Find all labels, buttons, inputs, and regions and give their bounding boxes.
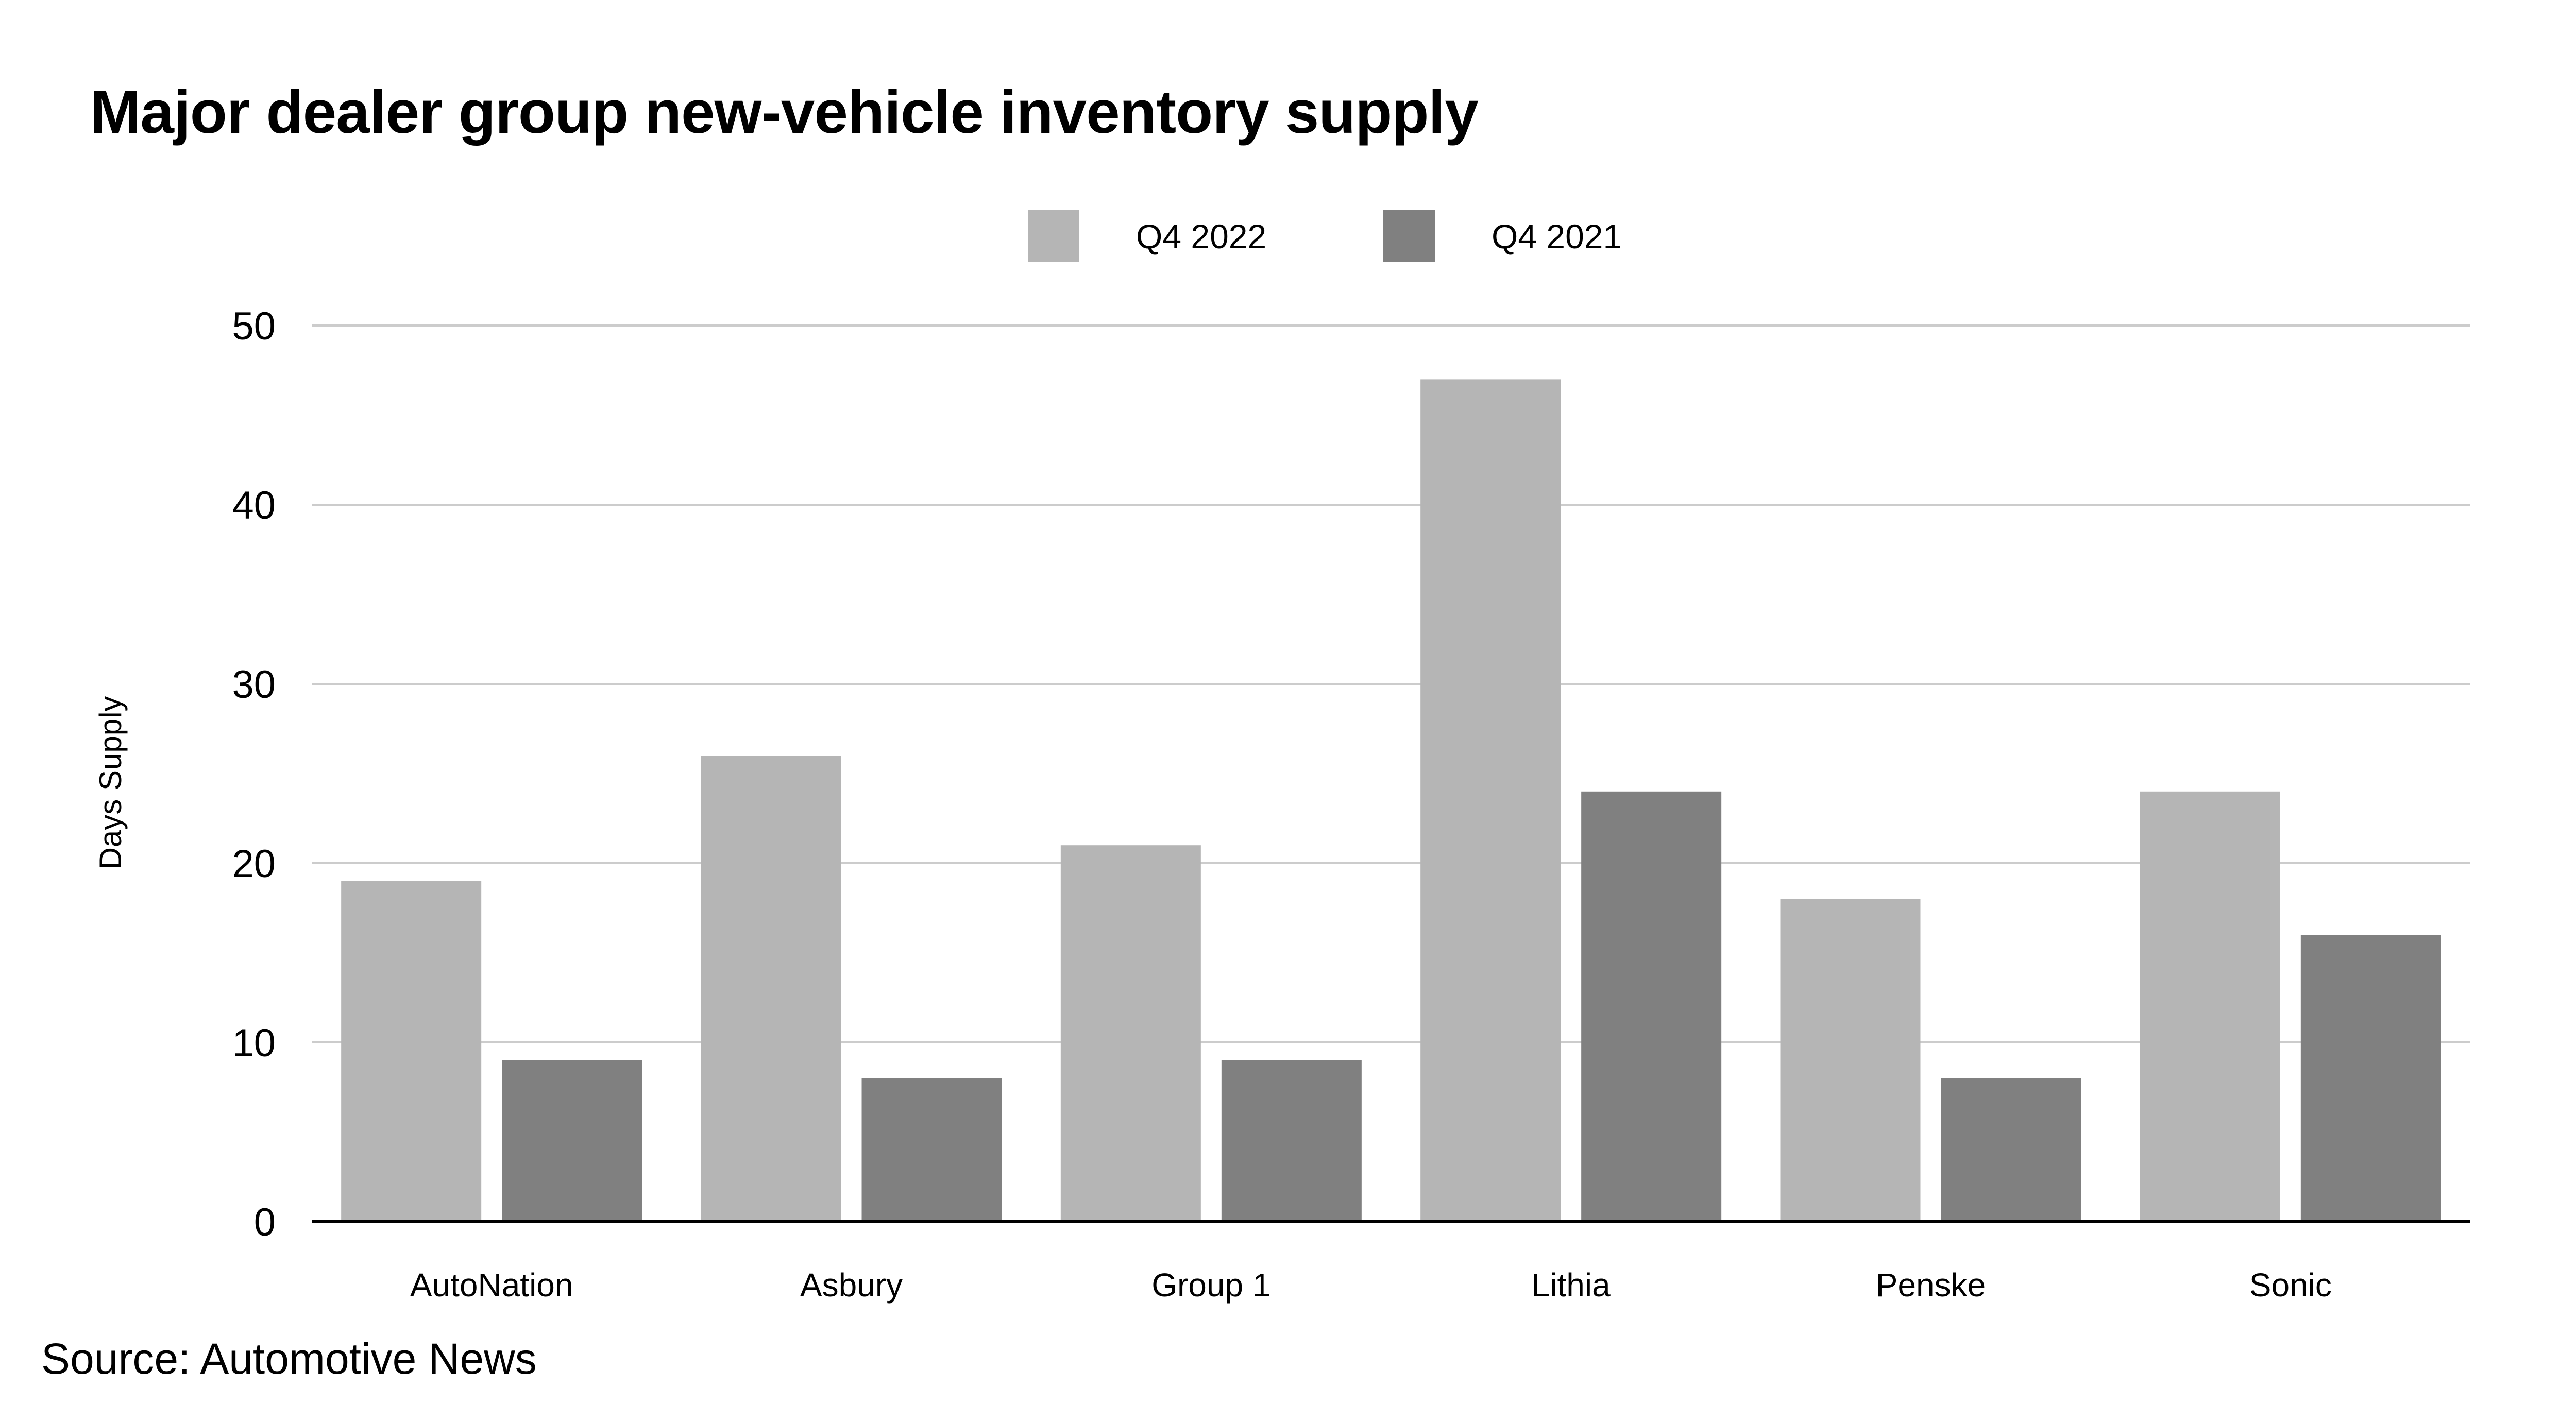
x-axis-categories: AutoNation Asbury Group 1 Lithia Penske Sonic xyxy=(410,1266,2332,1304)
bar xyxy=(701,756,841,1222)
y-tick-label: 30 xyxy=(232,663,276,707)
bar xyxy=(1221,1060,1362,1222)
bar xyxy=(341,881,482,1222)
y-tick-label: 50 xyxy=(232,304,276,348)
x-category-label: Sonic xyxy=(2249,1266,2332,1304)
bars xyxy=(341,379,2441,1222)
legend-label: Q4 2021 xyxy=(1492,217,1622,255)
bar xyxy=(2140,791,2280,1222)
legend-swatch xyxy=(1028,210,1079,262)
x-category-label: Group 1 xyxy=(1151,1266,1270,1304)
gridlines xyxy=(312,324,2470,1043)
y-tick-label: 10 xyxy=(232,1021,276,1065)
bar xyxy=(1420,379,1561,1222)
x-category-label: AutoNation xyxy=(410,1266,573,1304)
legend-label: Q4 2022 xyxy=(1136,217,1266,255)
y-tick-label: 20 xyxy=(232,842,276,886)
y-axis-ticks: 0 10 20 30 40 50 xyxy=(232,304,276,1244)
y-axis-title: Days Supply xyxy=(93,696,128,870)
x-category-label: Asbury xyxy=(800,1266,903,1304)
bar xyxy=(1780,899,1921,1222)
bar xyxy=(1941,1078,2081,1222)
bar xyxy=(1581,791,1722,1222)
source-note: Source: Automotive News xyxy=(41,1334,537,1383)
bar xyxy=(861,1078,1002,1222)
y-tick-label: 40 xyxy=(232,484,276,527)
x-category-label: Penske xyxy=(1876,1266,1986,1304)
bar xyxy=(502,1060,642,1222)
bar xyxy=(1060,845,1201,1222)
bar xyxy=(2300,935,2441,1222)
y-tick-label: 0 xyxy=(254,1201,276,1244)
x-category-label: Lithia xyxy=(1532,1266,1611,1304)
chart-title: Major dealer group new-vehicle inventory… xyxy=(90,78,1479,146)
legend-swatch xyxy=(1383,210,1435,262)
legend: Q4 2022 Q4 2021 xyxy=(1028,210,1622,262)
